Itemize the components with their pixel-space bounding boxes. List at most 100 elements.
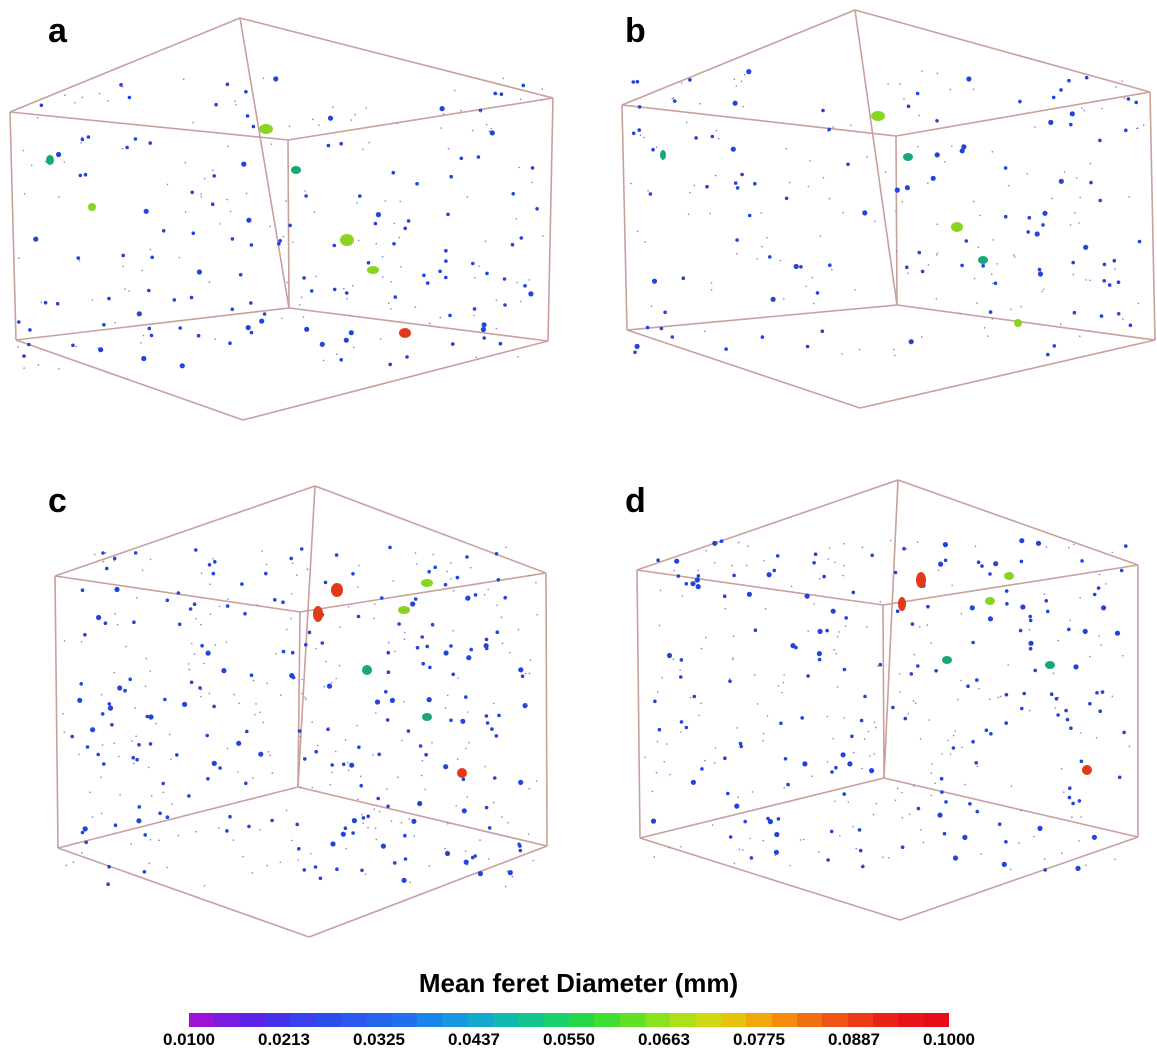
particle xyxy=(732,573,736,578)
particle xyxy=(323,685,326,688)
particle xyxy=(993,561,999,567)
particle xyxy=(1085,864,1087,866)
particle xyxy=(633,350,637,355)
particle xyxy=(944,161,946,163)
particle xyxy=(501,642,504,645)
particle xyxy=(1020,604,1026,610)
particle xyxy=(658,624,661,627)
particle xyxy=(1052,672,1055,675)
particle xyxy=(299,547,304,551)
particle xyxy=(356,202,358,204)
particle xyxy=(96,614,102,621)
particle xyxy=(936,72,939,74)
particle xyxy=(1004,589,1009,593)
particle xyxy=(935,119,939,123)
particle xyxy=(149,248,152,251)
particle xyxy=(988,698,991,700)
box-edge xyxy=(9,17,241,113)
particle xyxy=(852,751,855,754)
particle xyxy=(811,775,813,777)
particle xyxy=(1092,592,1097,597)
particle xyxy=(1037,267,1042,272)
particle xyxy=(802,761,808,767)
particle xyxy=(210,202,215,206)
particle xyxy=(786,782,790,787)
particle xyxy=(825,628,829,633)
particle xyxy=(386,650,391,655)
particle xyxy=(760,335,765,339)
particle xyxy=(517,628,520,631)
particle xyxy=(680,846,682,848)
particle xyxy=(1124,128,1128,133)
particle xyxy=(203,177,206,180)
particle xyxy=(905,548,908,550)
particle xyxy=(685,121,688,124)
particle xyxy=(357,798,359,800)
particle xyxy=(1096,586,1101,590)
particle xyxy=(325,660,327,663)
particle xyxy=(89,791,91,794)
box-edge xyxy=(639,777,885,839)
particle xyxy=(354,113,357,116)
particle xyxy=(192,602,197,606)
particle xyxy=(259,711,262,713)
particle xyxy=(844,616,848,620)
particle xyxy=(39,103,44,108)
particle xyxy=(62,712,64,715)
particle xyxy=(347,761,349,764)
particle xyxy=(113,559,116,562)
particle xyxy=(1075,177,1078,179)
particle xyxy=(404,631,406,634)
particle xyxy=(347,769,350,772)
particle xyxy=(400,822,403,824)
particle xyxy=(366,814,371,819)
particle xyxy=(655,146,658,149)
particle xyxy=(807,185,810,188)
particle xyxy=(1111,551,1114,554)
large-particle xyxy=(362,665,372,675)
particle xyxy=(290,650,295,655)
particle xyxy=(502,77,505,80)
particle xyxy=(728,679,732,683)
colorbar-segment xyxy=(822,1013,848,1027)
particle xyxy=(800,716,804,720)
particle xyxy=(672,97,675,99)
particle xyxy=(214,102,218,107)
particle xyxy=(125,145,129,150)
particle xyxy=(1028,618,1033,623)
particle xyxy=(976,560,981,564)
particle xyxy=(1128,745,1131,748)
particle xyxy=(387,302,390,305)
particle xyxy=(309,289,314,293)
particle xyxy=(726,791,730,796)
particle xyxy=(499,92,504,96)
particle xyxy=(644,240,646,243)
particle xyxy=(777,685,780,687)
particle xyxy=(972,200,975,203)
particle xyxy=(230,237,235,241)
particle xyxy=(107,702,112,706)
particle xyxy=(724,607,727,610)
particle xyxy=(527,833,530,835)
large-particle xyxy=(331,583,343,597)
particle xyxy=(907,713,910,715)
particle xyxy=(1041,290,1043,293)
particle xyxy=(252,777,254,779)
particle xyxy=(1080,559,1084,563)
particle xyxy=(749,856,754,860)
particle xyxy=(448,313,452,318)
particle xyxy=(304,326,310,332)
particle xyxy=(228,814,232,819)
particle xyxy=(478,265,480,267)
particle xyxy=(203,885,206,887)
particle xyxy=(680,731,682,733)
particle xyxy=(532,859,535,862)
particle xyxy=(730,146,736,152)
box-edge xyxy=(626,329,861,409)
particle xyxy=(826,715,828,718)
particle xyxy=(343,287,345,290)
particle xyxy=(289,556,294,561)
particle xyxy=(136,597,138,599)
particle xyxy=(33,236,39,242)
particle xyxy=(891,705,895,710)
